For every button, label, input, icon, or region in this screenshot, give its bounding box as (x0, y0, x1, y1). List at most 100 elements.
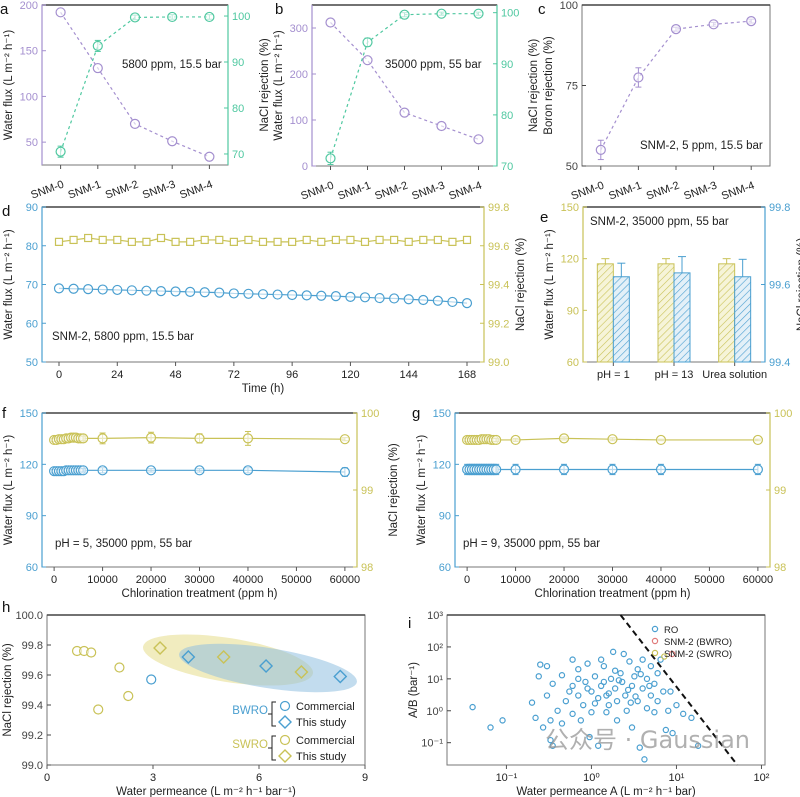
data-point (580, 701, 587, 709)
panel-letter: b (275, 1, 283, 18)
x-tick-label: 0 (44, 772, 50, 784)
panel-d: d 50 60 70 80 90 99.0 99.2 99.4 99.6 99.8 NaCl reje… (2, 202, 527, 395)
y2-axis-label: NaCl rejection (%) (515, 238, 527, 331)
data-point (374, 292, 385, 304)
x-tick-label: 30000 (184, 574, 215, 586)
data-point (609, 648, 617, 656)
data-point (199, 287, 210, 298)
data-point (646, 682, 653, 690)
y-tick-label: 150 (561, 202, 579, 214)
x-tick-label: 168 (458, 369, 476, 381)
annotation: 35000 ppm, 55 bar (385, 59, 482, 71)
data-point (499, 717, 506, 724)
data-point (279, 734, 291, 746)
data-point (461, 298, 473, 309)
watermark: 公众号 · Gaussian (545, 726, 750, 754)
data-point (97, 284, 108, 295)
data-point (651, 625, 659, 633)
legend-entry: SNM-2 (SWRO) (664, 649, 732, 660)
y-tick-label: 150 (20, 408, 38, 420)
x-tick-label: 3 (150, 772, 156, 784)
data-point (549, 742, 556, 749)
y2-axis-label: NaCl rejection (%) (388, 443, 400, 536)
data-point-diamond (259, 659, 274, 673)
data-point-square (200, 235, 209, 245)
data-point-square (54, 237, 64, 246)
data-point (643, 705, 651, 712)
y-tick-label: 99.4 (22, 700, 43, 712)
data-point (613, 717, 621, 724)
data-point (654, 670, 661, 677)
data-point-square (215, 235, 224, 245)
y2-tick-label: 90 (501, 59, 513, 71)
data-point (389, 293, 400, 304)
data-point (473, 134, 484, 145)
data-point (641, 756, 648, 763)
data-point (569, 656, 576, 663)
data-point (611, 667, 619, 674)
data-point (155, 285, 167, 297)
x-tick-label: SNM-0 (570, 180, 606, 203)
data-point (547, 736, 554, 744)
data-point (654, 697, 661, 705)
x-tick-label: 10¹ (669, 772, 685, 784)
data-point-square (360, 237, 370, 246)
data-point-square (419, 235, 428, 245)
y2-tick-label: 90 (232, 57, 244, 69)
data-point (242, 465, 254, 476)
data-point-square (390, 235, 399, 245)
plot-frame (41, 4, 229, 166)
data-point (647, 692, 655, 699)
data-point (575, 666, 582, 673)
data-point-square (244, 235, 253, 245)
data-point (600, 678, 608, 686)
bar (657, 263, 675, 363)
y2-tick-label: 70 (501, 161, 513, 173)
data-point-square (288, 237, 297, 246)
data-point-diamond (153, 641, 168, 655)
data-point (126, 285, 137, 296)
y-tick-label: 200 (290, 69, 308, 81)
data-point (591, 673, 599, 680)
data-point (92, 40, 103, 52)
data-point (487, 724, 494, 731)
data-point (594, 742, 602, 749)
legend-bracket (268, 735, 276, 761)
x-tick-label: 10⁰ (583, 772, 600, 784)
legend-group-label: BWRO (232, 705, 268, 717)
data-point (129, 118, 141, 129)
data-point (575, 675, 582, 683)
data-point (607, 675, 615, 683)
data-point (243, 288, 254, 299)
x-axis-label: Time (h) (242, 383, 285, 395)
data-point (339, 466, 350, 478)
data-point (93, 704, 104, 715)
data-point-square (98, 235, 107, 245)
data-point (242, 433, 254, 444)
x-tick-label: SNM-3 (410, 180, 446, 203)
x-tick-label: SNM-2 (373, 180, 409, 203)
y2-tick-label: 99.8 (769, 202, 790, 214)
data-point (615, 677, 623, 684)
legend-entry: Commercial (296, 701, 355, 713)
x-tick-label: 120 (341, 369, 359, 381)
data-point (287, 289, 298, 301)
y-tick-label: 50 (26, 137, 38, 149)
y-tick-label: 10⁻¹ (421, 738, 443, 750)
panel-letter: f (2, 405, 7, 422)
panel-letter: h (2, 599, 10, 616)
y2-tick-label: 99 (361, 485, 373, 497)
x-tick-label: SNM-4 (447, 180, 483, 203)
y-tick-label: 60 (567, 357, 579, 369)
x-axis-label: Water permeance (L m⁻² h⁻¹ bar⁻¹) (116, 786, 296, 797)
x-tick-label: SNM-4 (178, 179, 214, 202)
data-point (345, 291, 356, 302)
y-tick-label: 120 (20, 459, 38, 471)
data-point (537, 661, 544, 668)
data-point-square (229, 237, 238, 246)
x-tick-label: 0 (51, 574, 57, 586)
data-point (636, 744, 643, 751)
data-point (228, 288, 239, 299)
data-point (432, 295, 443, 306)
